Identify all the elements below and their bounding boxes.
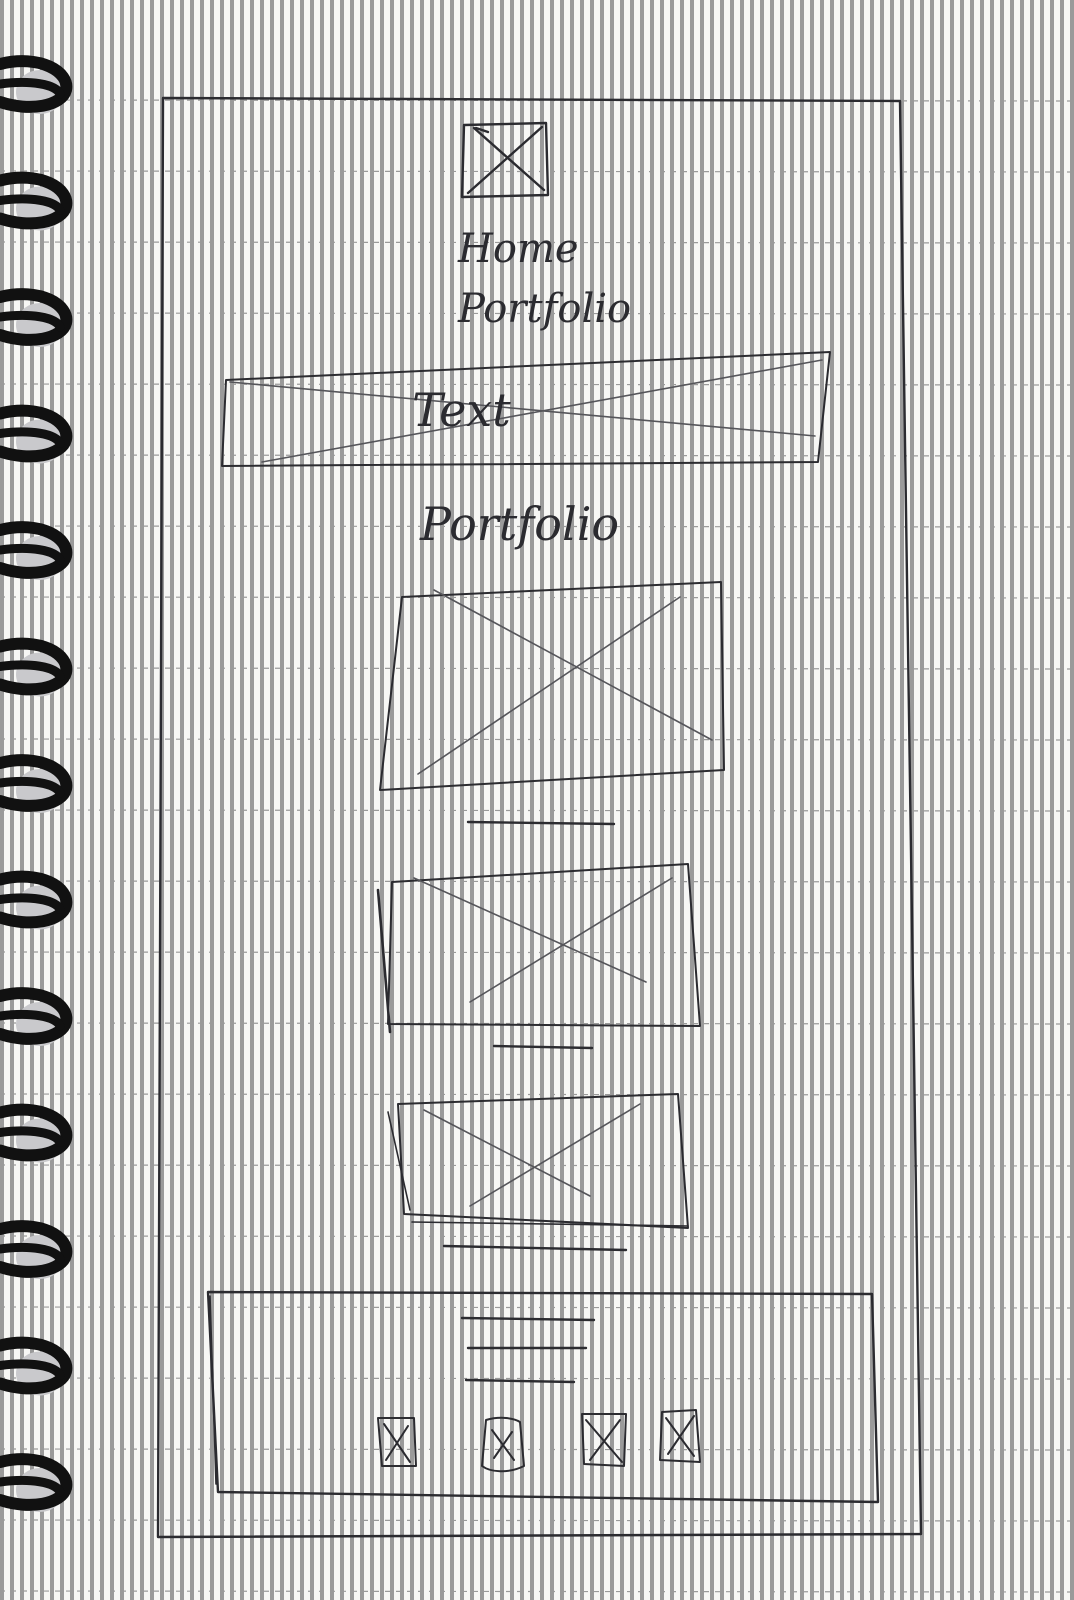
footer-box	[206, 1290, 880, 1504]
spiral-ring	[0, 987, 73, 1045]
rule-line	[0, 1448, 1074, 1451]
portfolio-image-2	[376, 863, 701, 1034]
rule-line	[0, 1519, 1074, 1522]
spiral-ring	[0, 754, 73, 812]
hero-banner	[221, 351, 831, 467]
portfolio-caption-3b	[442, 1244, 628, 1252]
social-icon-4[interactable]	[659, 1409, 701, 1463]
rule-line	[0, 809, 1074, 812]
portfolio-heading: Portfolio	[419, 497, 619, 551]
spiral-ring-inner	[0, 1126, 65, 1147]
spiral-ring	[0, 1220, 73, 1278]
social-icon-2[interactable]	[481, 1416, 525, 1473]
nav-item-home[interactable]: Home	[457, 226, 579, 272]
logo-placeholder-icon	[460, 121, 550, 199]
spiral-ring-inner	[0, 1009, 65, 1031]
rule-line	[0, 383, 1074, 386]
spiral-ring	[0, 288, 73, 346]
rule-line	[0, 241, 1074, 244]
rule-line	[0, 596, 1074, 599]
spiral-ring-inner	[0, 1242, 65, 1264]
rule-line	[0, 454, 1074, 457]
spiral-ring	[0, 870, 73, 929]
rule-line	[0, 1164, 1074, 1167]
rule-line	[0, 1590, 1074, 1593]
spiral-ring-inner	[0, 660, 65, 681]
spiral-ring-inner	[0, 1475, 65, 1497]
spiral-ring-inner	[0, 893, 65, 914]
rule-line	[0, 1022, 1074, 1025]
spiral-ring-inner	[0, 310, 65, 332]
spiral-ring-inner	[0, 194, 65, 215]
spiral-ring	[0, 171, 73, 230]
portfolio-caption-3a	[411, 1221, 689, 1227]
footer-line-3	[464, 1378, 576, 1384]
spiral-ring	[0, 521, 73, 579]
rule-line	[0, 1235, 1074, 1238]
rule-line	[0, 1306, 1074, 1309]
hero-text: Text	[412, 383, 511, 437]
spiral-ring	[0, 1103, 73, 1162]
spiral-ring-inner	[0, 427, 65, 448]
portfolio-caption-2	[492, 1044, 594, 1050]
rule-line	[0, 525, 1074, 528]
rule-line	[0, 1093, 1074, 1096]
phone-frame	[156, 96, 923, 1539]
rule-line	[0, 880, 1074, 883]
portfolio-image-1	[379, 581, 725, 791]
rule-line	[0, 951, 1074, 954]
rule-line	[0, 312, 1074, 315]
nav-item-portfolio[interactable]: Portfolio	[457, 286, 631, 332]
spiral-ring	[0, 1336, 73, 1395]
spiral-ring-inner	[0, 543, 65, 565]
portfolio-caption-1	[466, 820, 616, 826]
rule-line	[0, 738, 1074, 741]
spiral-ring-inner	[0, 77, 65, 99]
portfolio-image-3	[387, 1093, 689, 1229]
spiral-ring	[0, 1453, 73, 1511]
spiral-ring	[0, 404, 73, 463]
spiral-ring	[0, 637, 73, 696]
spiral-ring	[0, 55, 73, 113]
social-icon-1[interactable]	[377, 1417, 417, 1467]
rule-line	[0, 667, 1074, 670]
spiral-ring-inner	[0, 776, 65, 798]
notebook-rules	[0, 99, 1074, 1593]
footer-line-1	[460, 1316, 596, 1322]
spiral-ring-inner	[0, 1359, 65, 1380]
social-icon-3[interactable]	[581, 1413, 627, 1467]
rule-line	[0, 170, 1074, 173]
spiral-binding	[0, 55, 73, 1512]
rule-line	[0, 1377, 1074, 1380]
